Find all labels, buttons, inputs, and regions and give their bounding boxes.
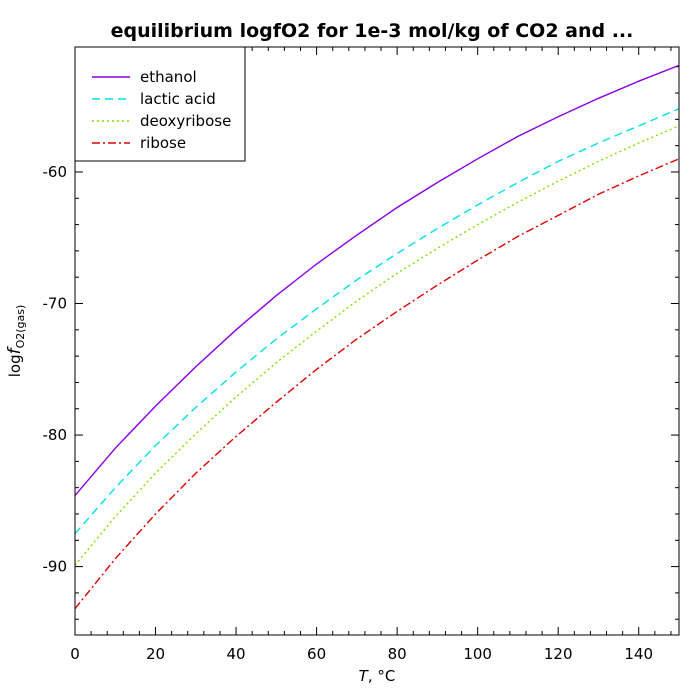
- axis-ticks: 0 20 40 60 80 100 120 140 -90 -80 -70 -60: [43, 47, 679, 663]
- x-axis-unit: , °C: [368, 667, 396, 685]
- x-tick-label: 80: [388, 645, 407, 663]
- legend-label: deoxyribose: [140, 112, 231, 130]
- y-tick-label: -80: [43, 426, 68, 444]
- series-lines: [74, 64, 680, 610]
- x-tick-label: 0: [70, 645, 80, 663]
- y-axis-label: logfO2(gas): [5, 305, 27, 378]
- series-line-ribose: [74, 158, 680, 610]
- y-axis-log: log: [6, 354, 24, 377]
- plot-frame: [74, 46, 680, 636]
- series-line-lactic-acid: [74, 108, 680, 535]
- y-axis-subscript: O2(gas): [14, 305, 27, 349]
- legend-label: ethanol: [140, 68, 197, 86]
- y-tick-label: -70: [43, 295, 68, 313]
- x-tick-label: 60: [307, 645, 326, 663]
- x-tick-label: 140: [624, 645, 653, 663]
- x-tick-label: 40: [227, 645, 246, 663]
- series-line-deoxyribose: [74, 125, 680, 566]
- legend: ethanol lactic acid deoxyribose ribose: [74, 46, 246, 162]
- x-tick-label: 120: [544, 645, 573, 663]
- legend-box: [74, 46, 246, 162]
- x-tick-label: 100: [463, 645, 492, 663]
- y-tick-label: -60: [43, 163, 68, 181]
- chart-title: equilibrium logfO2 for 1e-3 mol/kg of CO…: [111, 20, 634, 42]
- legend-label: ribose: [140, 134, 186, 152]
- y-tick-label: -90: [43, 558, 68, 576]
- x-axis-variable: T: [359, 667, 370, 685]
- y-axis-variable: f: [5, 345, 25, 354]
- legend-label: lactic acid: [140, 90, 216, 108]
- x-axis-label: T, °C: [359, 667, 396, 685]
- x-tick-label: 20: [146, 645, 165, 663]
- series-line-ethanol: [74, 64, 680, 497]
